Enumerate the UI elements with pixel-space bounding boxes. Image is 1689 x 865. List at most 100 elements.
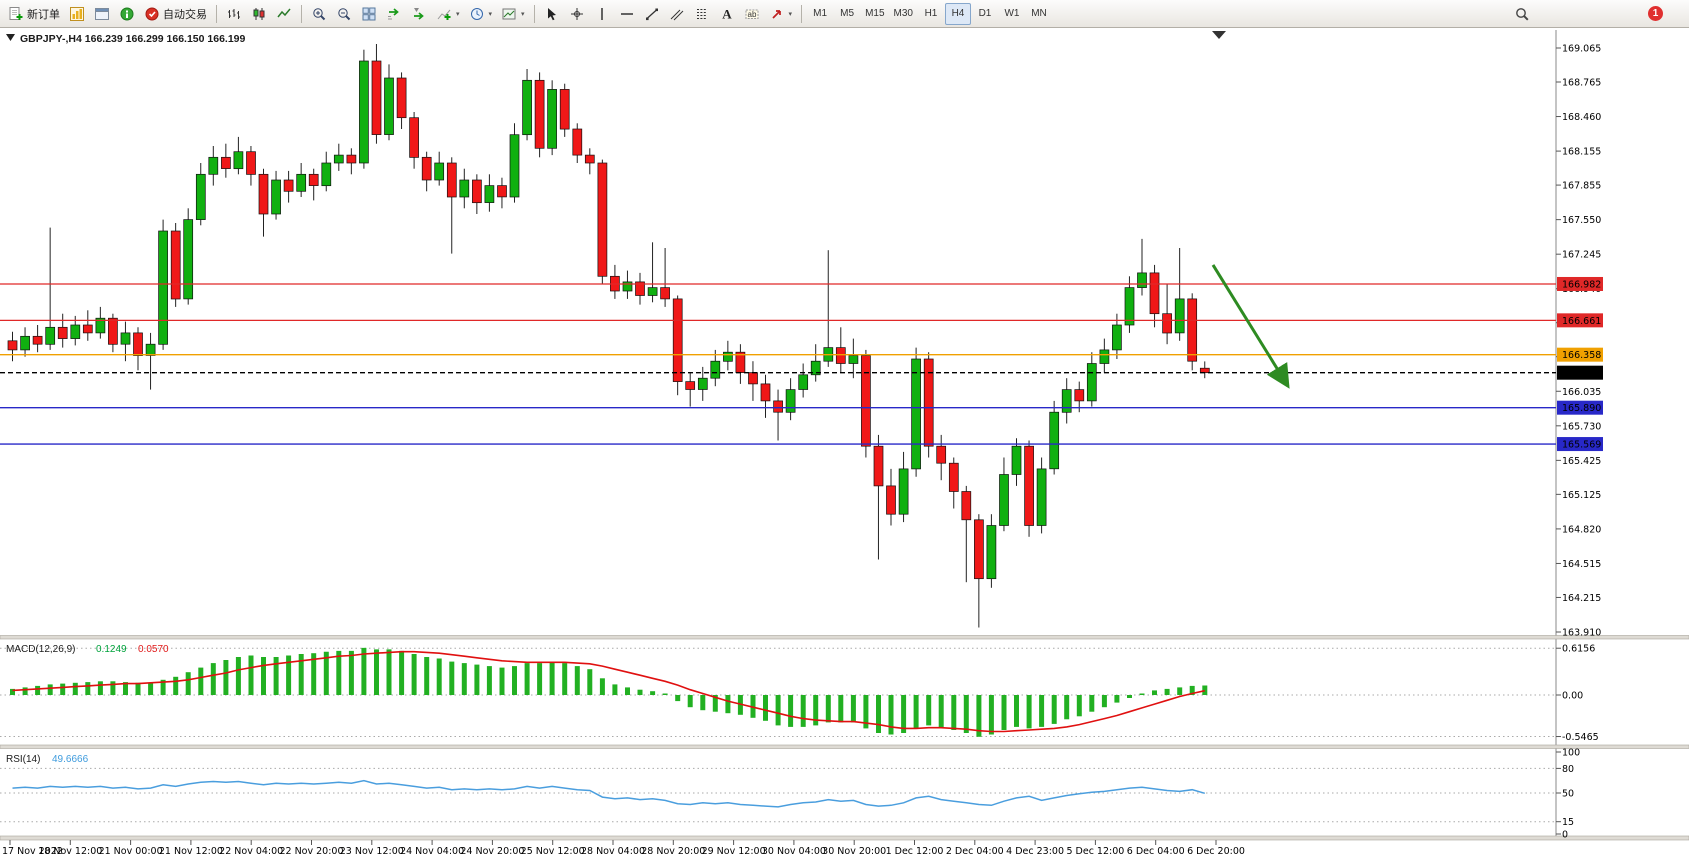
dropdown-caret-icon: ▾ [488,10,493,18]
toolbar-separator [533,4,535,23]
market-watch-button[interactable] [65,3,89,25]
svg-text:21 Nov 00:00: 21 Nov 00:00 [99,846,163,857]
svg-text:164.820: 164.820 [1562,524,1601,535]
timeframe-h1-button[interactable]: H1 [918,3,944,25]
svg-text:22 Nov 04:00: 22 Nov 04:00 [219,846,283,857]
candlestick-chart-button[interactable] [247,3,271,25]
svg-text:A: A [722,6,732,21]
svg-text:1 Dec 12:00: 1 Dec 12:00 [886,846,944,857]
macd-panel: 0.6156 0.00 -0.5465 [0,644,1599,743]
timeframe-m30-button[interactable]: M30 [890,3,917,25]
auto-trading-button[interactable]: 自动交易 [140,3,211,25]
time-axis-border [0,835,1689,841]
templates-icon [501,6,517,22]
svg-text:168.155: 168.155 [1562,147,1601,158]
dropdown-caret-icon: ▾ [521,10,525,18]
rsi-panel: 100 80 50 15 0 [0,748,1580,841]
fibonacci-button[interactable] [690,3,714,25]
bar-chart-button[interactable] [222,3,246,25]
text-button[interactable]: A [715,3,739,25]
data-window-icon [119,6,135,22]
text-label-button[interactable]: ab [740,3,764,25]
svg-text:24 Nov 04:00: 24 Nov 04:00 [400,846,464,857]
crosshair-icon [569,6,585,22]
rsi-value: 49.6666 [52,754,89,765]
data-window-button[interactable] [115,3,139,25]
svg-text:165.730: 165.730 [1562,421,1601,432]
svg-text:0.6156: 0.6156 [1562,644,1595,655]
timeframe-d1-button[interactable]: D1 [972,3,998,25]
auto-scroll-button[interactable] [382,3,406,25]
chart-shift-marker-icon[interactable] [1212,31,1226,39]
svg-text:167.245: 167.245 [1562,250,1601,261]
macd-signal-value: 0.0570 [138,644,169,655]
trend-arrow-annotation[interactable] [1211,264,1290,389]
terminal-button[interactable] [90,3,114,25]
timeframe-w1-button[interactable]: W1 [999,3,1025,25]
timeframe-m1-button[interactable]: M1 [807,3,833,25]
text-label-icon: ab [744,6,760,22]
vertical-line-icon [594,6,610,22]
periods-clock-icon [469,6,485,22]
svg-text:6 Dec 20:00: 6 Dec 20:00 [1187,846,1245,857]
auto-trading-label: 自动交易 [163,8,207,21]
price-axis[interactable]: 169.065 168.765 168.460 168.155 167.855 167.5… [1556,44,1601,639]
svg-text:100: 100 [1562,748,1580,759]
svg-text:28 Nov 20:00: 28 Nov 20:00 [641,846,705,857]
svg-text:164.515: 164.515 [1562,559,1601,570]
arrows-button[interactable]: ▾ [765,3,797,25]
svg-text:0: 0 [1562,830,1568,841]
svg-text:168.460: 168.460 [1562,112,1601,123]
arrows-icon [769,6,785,22]
search-button[interactable] [1510,3,1534,25]
equidistant-channel-button[interactable] [665,3,689,25]
svg-text:165.125: 165.125 [1562,490,1601,501]
horizontal-line-button[interactable] [615,3,639,25]
crosshair-button[interactable] [565,3,589,25]
templates-button[interactable]: ▾ [497,3,529,25]
chart-shift-button[interactable] [407,3,431,25]
indicators-button[interactable]: ▾ [432,3,464,25]
svg-text:6 Dec 04:00: 6 Dec 04:00 [1127,846,1185,857]
toolbar-separator [301,4,302,23]
bar-chart-icon [226,6,242,22]
cursor-button[interactable] [540,3,564,25]
toolbar-separator [216,4,217,23]
horizontal-price-lines[interactable]: 166.982 166.661 166.358 166.199 165.890 165.5… [0,276,1603,452]
periods-button[interactable]: ▾ [465,3,497,25]
svg-text:30 Nov 20:00: 30 Nov 20:00 [822,846,886,857]
notification-badge[interactable]: 1 [1648,6,1663,21]
svg-text:167.550: 167.550 [1562,215,1601,226]
panel-splitter[interactable] [0,744,1689,749]
toolbar-separator [801,4,803,23]
zoom-out-button[interactable] [332,3,356,25]
chart-shift-icon [411,6,427,22]
macd-indicator-label: MACD(12,26,9) [6,644,75,655]
svg-text:166.661: 166.661 [1562,316,1601,327]
vertical-line-button[interactable] [590,3,614,25]
svg-text:29 Nov 12:00: 29 Nov 12:00 [702,846,766,857]
timeframe-m15-button[interactable]: M15 [861,3,888,25]
new-order-button[interactable]: 新订单 [4,3,64,25]
svg-text:2 Dec 04:00: 2 Dec 04:00 [946,846,1004,857]
timeframe-mn-button[interactable]: MN [1026,3,1052,25]
tile-windows-button[interactable] [357,3,381,25]
timeframe-h4-button[interactable]: H4 [944,2,971,25]
svg-text:80: 80 [1562,764,1574,775]
macd-main-value: 0.1249 [96,644,127,655]
market-watch-icon [69,6,85,22]
symbol-dropdown-icon[interactable] [6,34,15,41]
line-chart-icon [276,6,292,22]
line-chart-button[interactable] [272,3,296,25]
indicators-icon [436,6,452,22]
svg-text:164.215: 164.215 [1562,593,1601,604]
candlestick-series [7,44,1210,628]
panel-splitter[interactable] [0,635,1689,640]
trendline-button[interactable] [640,3,664,25]
text-icon: A [719,6,735,22]
zoom-in-button[interactable] [307,3,331,25]
timeframe-m5-button[interactable]: M5 [834,3,860,25]
new-order-label: 新订单 [27,8,60,21]
